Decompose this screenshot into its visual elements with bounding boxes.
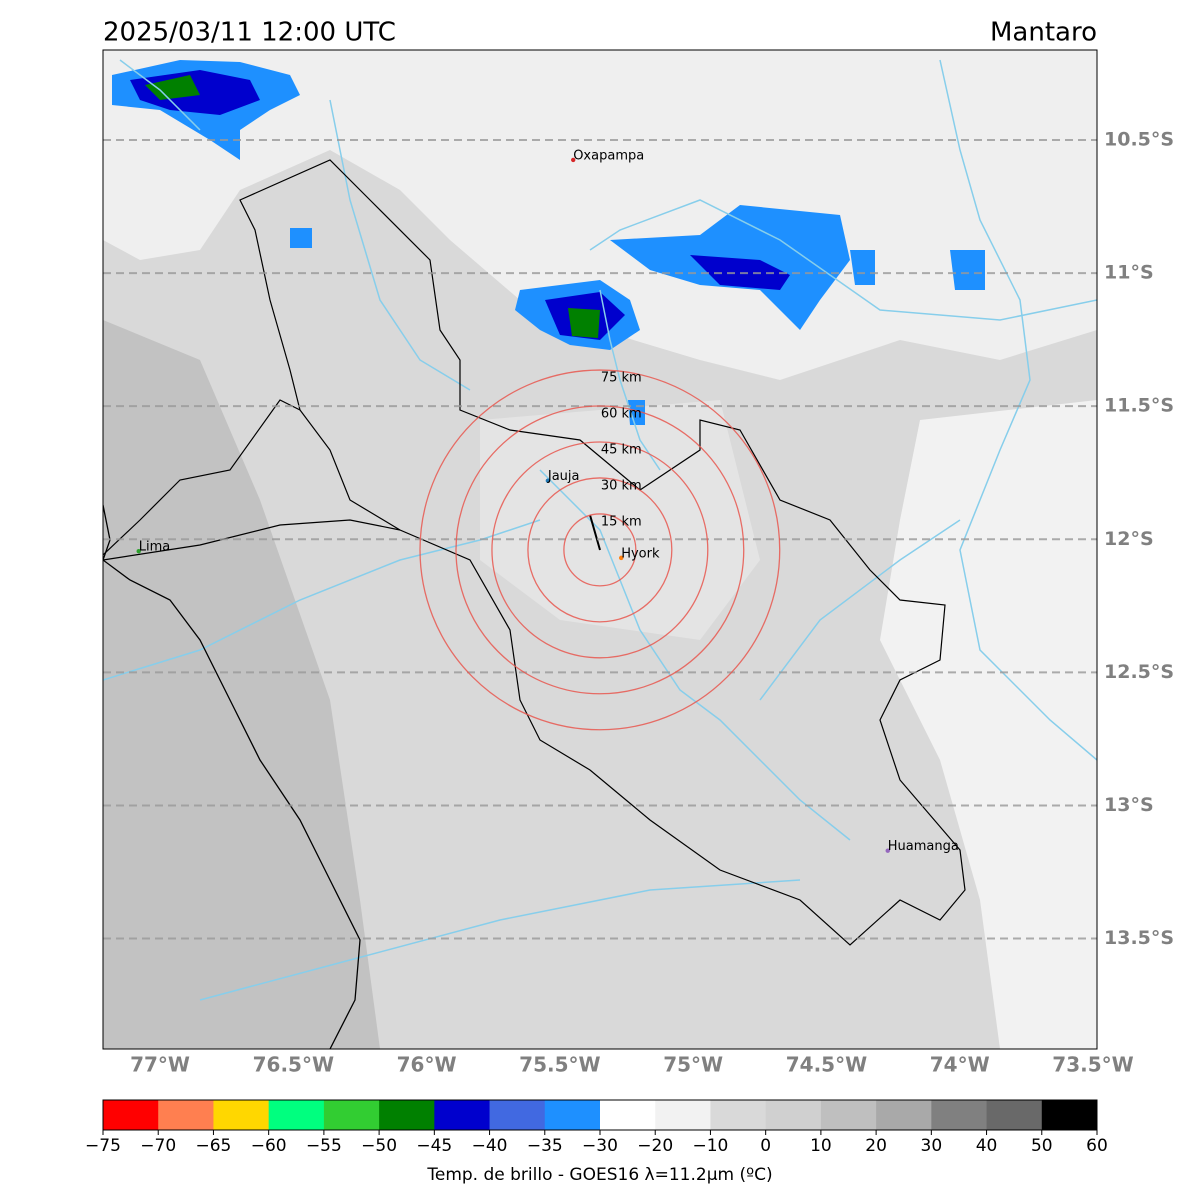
lon-label: 76°W xyxy=(397,1053,457,1077)
colorbar-tick-label: −10 xyxy=(692,1136,728,1156)
city-label: Jauja xyxy=(547,469,580,484)
colorbar-box xyxy=(820,1100,877,1130)
colorbar-box xyxy=(765,1100,822,1130)
map-frame xyxy=(102,49,1098,1050)
lat-label: 12°S xyxy=(1104,528,1154,550)
lat-label: 11.5°S xyxy=(1104,395,1174,417)
colorbar-tick-label: −70 xyxy=(140,1136,176,1156)
range-rings: 15 km 30 km 45 km 60 km 75 km xyxy=(419,369,781,731)
warm-area xyxy=(103,320,380,1049)
colorbar-tick-label: −65 xyxy=(195,1136,231,1156)
colorbar-box xyxy=(710,1100,767,1130)
ring-label: 45 km xyxy=(601,442,642,457)
region-name: Mantaro xyxy=(990,18,1097,48)
colorbar-box xyxy=(379,1100,435,1130)
city-label: Lima xyxy=(139,540,170,555)
basin-outline xyxy=(103,399,401,561)
ring-label: 60 km xyxy=(601,407,642,422)
colorbar-tick-label: −50 xyxy=(361,1136,397,1156)
colorbar: −75 −70 −65 −60 −55 −50 −45 −40 −35 −30 −20 −10 0 10 2… xyxy=(85,1099,1108,1156)
city-marker xyxy=(136,549,141,554)
colorbar-tick-label: 0 xyxy=(760,1136,771,1156)
lat-label: 10.5°S xyxy=(1104,128,1174,150)
colorbar-tick-label: 60 xyxy=(1086,1136,1108,1156)
colorbar-box xyxy=(323,1100,380,1130)
lon-label: 75.5°W xyxy=(519,1053,600,1077)
colorbar-box xyxy=(489,1100,546,1130)
colorbar-tick-label: 30 xyxy=(921,1136,943,1156)
colorbar-tick-label: −35 xyxy=(527,1136,563,1156)
colorbar-tick-label: −40 xyxy=(472,1136,508,1156)
ring-label: 30 km xyxy=(601,478,642,493)
colorbar-box xyxy=(434,1100,491,1130)
range-ring xyxy=(455,405,745,695)
cold-cloud-area xyxy=(103,50,1097,380)
lon-label: 73.5°W xyxy=(1052,1053,1133,1077)
colorbar-tick-label: 20 xyxy=(865,1136,887,1156)
section-line xyxy=(589,514,601,551)
colorbar-box xyxy=(876,1100,932,1130)
lat-label: 12.5°S xyxy=(1104,661,1174,683)
colorbar-box xyxy=(986,1100,1043,1130)
range-ring xyxy=(527,477,673,623)
colorbar-tick-label: −20 xyxy=(637,1136,673,1156)
cloud-cluster xyxy=(112,60,985,425)
colorbar-tick-label: −55 xyxy=(306,1136,342,1156)
axis-labels: 10.5°S 11°S 11.5°S 12°S 12.5°S 13°S 13.5°S 77°W… xyxy=(130,128,1174,1076)
city-label: Oxapampa xyxy=(573,148,644,163)
colorbar-tick-label: −30 xyxy=(582,1136,618,1156)
lon-label: 77°W xyxy=(130,1053,190,1077)
coastline xyxy=(103,504,361,1049)
lon-label: 76.5°W xyxy=(253,1053,334,1077)
colorbar-box xyxy=(544,1100,601,1130)
rivers xyxy=(103,59,1097,1001)
city-marker xyxy=(618,555,624,561)
colorbar-tick-label: 10 xyxy=(810,1136,832,1156)
title: 2025/03/11 12:00 UTC xyxy=(103,18,396,48)
colorbar-label: Temp. de brillo - GOES16 λ=11.2μm (ºC) xyxy=(426,1165,772,1185)
cold-cloud-area xyxy=(880,400,1097,1049)
satellite-image: 15 km 30 km 45 km 60 km 75 km Oxapampa Jauja L… xyxy=(103,50,1097,1049)
colorbar-box xyxy=(1041,1100,1098,1130)
city-label: Huamanga xyxy=(888,839,959,854)
colorbar-tick-label: −75 xyxy=(85,1136,121,1156)
city-label: Hyork xyxy=(621,546,660,561)
colorbar-tick-label: −60 xyxy=(251,1136,287,1156)
colorbar-tick-label: 40 xyxy=(976,1136,998,1156)
range-ring xyxy=(491,441,709,659)
colorbar-box xyxy=(600,1100,656,1130)
cities: Oxapampa Jauja Lima Hyork Huamanga xyxy=(136,148,959,854)
colorbar-box xyxy=(103,1100,159,1130)
colorbar-tick-label: 50 xyxy=(1031,1136,1053,1156)
lon-label: 74°W xyxy=(930,1053,990,1077)
colorbar-box xyxy=(213,1100,270,1130)
ring-label: 75 km xyxy=(601,371,642,386)
colorbar-box xyxy=(931,1100,988,1130)
lat-label: 13°S xyxy=(1104,794,1154,816)
colorbar-box xyxy=(655,1100,711,1130)
colorbar-box xyxy=(268,1100,325,1130)
range-ring xyxy=(419,369,781,731)
colorbar-box xyxy=(158,1100,214,1130)
lon-label: 74.5°W xyxy=(786,1053,867,1077)
lon-label: 75°W xyxy=(663,1053,723,1077)
range-ring xyxy=(563,513,637,587)
ring-label: 15 km xyxy=(601,514,642,529)
lat-label: 11°S xyxy=(1104,262,1154,284)
city-marker xyxy=(545,478,551,483)
colorbar-tick-label: −45 xyxy=(416,1136,452,1156)
city-marker xyxy=(885,848,890,853)
city-marker xyxy=(571,157,576,163)
lat-label: 13.5°S xyxy=(1104,927,1174,949)
